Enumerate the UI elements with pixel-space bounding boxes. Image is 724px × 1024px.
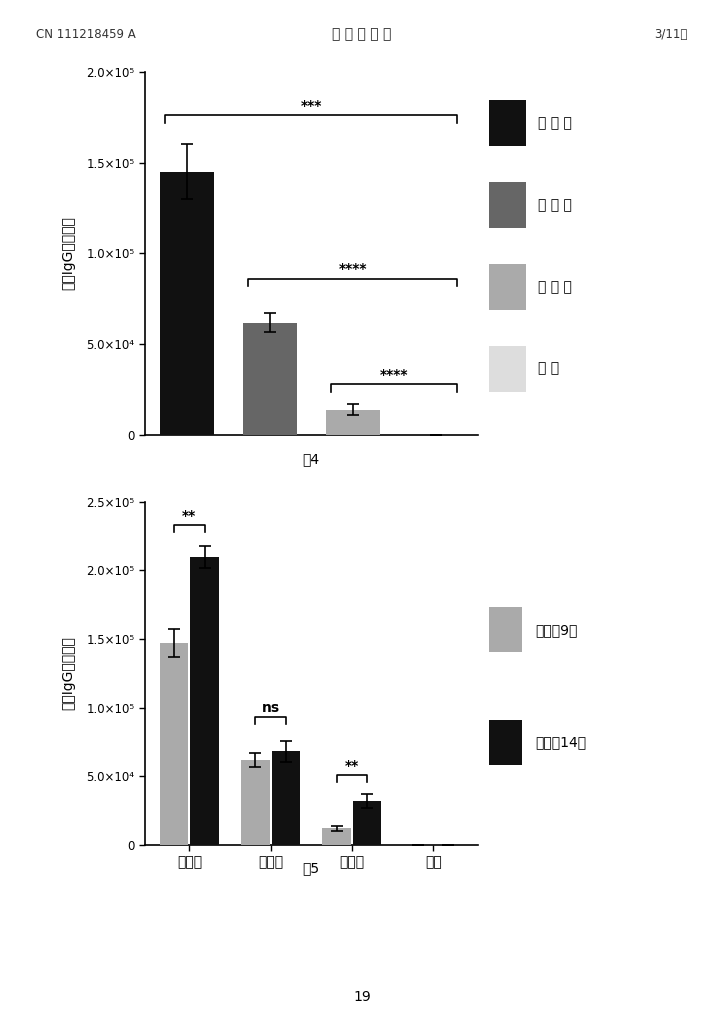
Text: ***: ***	[300, 98, 322, 113]
Y-axis label: 血清IgG抗体滴度: 血清IgG抗体滴度	[61, 636, 75, 711]
Bar	[326, 410, 380, 435]
Text: CN 111218459 A: CN 111218459 A	[36, 28, 136, 41]
Bar	[160, 172, 214, 435]
Y-axis label: 血清IgG抗体滴度: 血清IgG抗体滴度	[61, 216, 75, 291]
Bar	[160, 643, 188, 845]
Text: ns: ns	[261, 701, 279, 715]
Text: 3/11页: 3/11页	[654, 28, 688, 41]
Bar	[489, 607, 522, 652]
Bar	[322, 828, 351, 845]
Text: **: **	[182, 509, 196, 523]
Bar	[190, 557, 219, 845]
Text: 低 剂 量: 低 剂 量	[538, 280, 572, 294]
Bar	[241, 760, 269, 845]
Bar	[353, 801, 382, 845]
Text: 免疫后14天: 免疫后14天	[535, 735, 586, 750]
Text: **: **	[345, 759, 359, 773]
Bar	[489, 100, 526, 145]
Bar	[489, 182, 526, 227]
Text: 图4: 图4	[303, 452, 320, 466]
Bar	[489, 720, 522, 765]
Text: 高 剂 量: 高 剂 量	[538, 116, 572, 130]
Text: 说 明 书 附 图: 说 明 书 附 图	[332, 28, 392, 42]
Bar	[489, 264, 526, 309]
Text: 对 照: 对 照	[538, 361, 559, 376]
Text: 免疫后9天: 免疫后9天	[535, 623, 578, 637]
Text: 中 剂 量: 中 剂 量	[538, 198, 572, 212]
Text: ****: ****	[380, 368, 408, 382]
Text: ****: ****	[339, 262, 367, 276]
Bar	[272, 752, 300, 845]
Bar	[489, 346, 526, 391]
Text: 图5: 图5	[303, 861, 320, 876]
Bar	[243, 323, 297, 435]
Text: 19: 19	[353, 990, 371, 1005]
